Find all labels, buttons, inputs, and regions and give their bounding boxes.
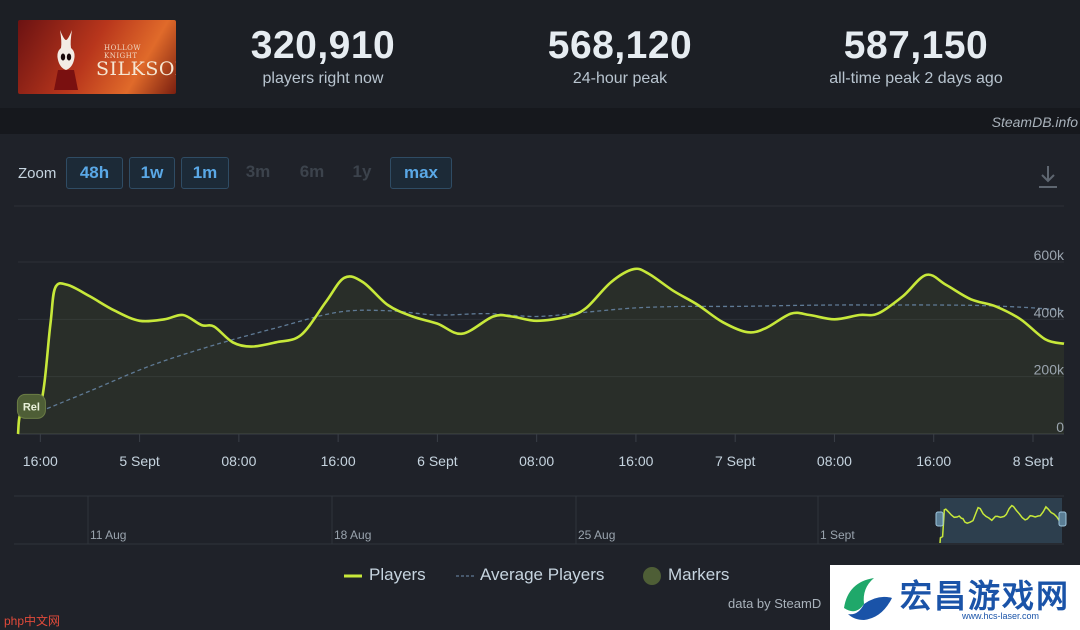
x-tick-label: 6 Sept: [417, 453, 458, 469]
zoom-6m-button: 6m: [299, 162, 325, 181]
navigator-players-line: [939, 504, 1063, 544]
stat-value: 568,120: [547, 24, 693, 67]
zoom-max-button[interactable]: max: [390, 157, 452, 189]
legend-players[interactable]: Players: [369, 565, 426, 584]
stat-label: 24-hour peak: [572, 70, 668, 87]
y-tick-label: 0: [1056, 419, 1064, 435]
x-tick-label: 7 Sept: [715, 453, 756, 469]
stat-all-time-peak: 587,150 all-time peak 2 days ago: [786, 26, 1046, 88]
legend-markers-swatch: [643, 567, 661, 585]
data-credit[interactable]: data by SteamD: [728, 596, 822, 611]
release-marker: [16, 393, 46, 419]
legend-markers[interactable]: Markers: [668, 565, 730, 584]
navigator-right-handle: [1058, 511, 1067, 527]
y-tick-label: 600k: [1034, 247, 1065, 263]
legend-average-players[interactable]: Average Players: [480, 565, 605, 584]
watermark-title: 宏昌游戏网: [900, 578, 1071, 614]
release-marker-label: Rel: [23, 401, 40, 413]
navigator-label: 18 Aug: [334, 528, 371, 542]
y-tick-label: 400k: [1034, 304, 1065, 320]
knight-icon: [54, 30, 78, 90]
stat-label: all-time peak 2 days ago: [829, 70, 1003, 87]
stat-24h-peak: 568,120 24-hour peak: [490, 26, 750, 88]
zoom-3m-button: 3m: [245, 162, 271, 181]
watermark-url: www.hcs-laser.com: [962, 611, 1040, 621]
x-tick-label: 08:00: [817, 453, 852, 469]
x-tick-label: 16:00: [321, 453, 356, 469]
players-line: [16, 267, 1065, 435]
navigator-label: 1 Sept: [820, 528, 855, 542]
players-area: [18, 268, 1064, 434]
x-tick-label: 08:00: [221, 453, 256, 469]
watermark-logo-icon: [844, 578, 892, 620]
download-icon[interactable]: [1036, 164, 1060, 190]
x-tick-label: 16:00: [618, 453, 653, 469]
navigator-left-handle: [935, 511, 944, 527]
zoom-1m-button[interactable]: 1m: [181, 157, 229, 189]
navigator-label: 25 Aug: [578, 528, 615, 542]
stats-header: [0, 0, 1080, 108]
zoom-label: Zoom: [18, 165, 57, 182]
logo-title: SILKSONG: [96, 58, 176, 80]
x-tick-label: 16:00: [23, 453, 58, 469]
zoom-1y-button: 1y: [352, 162, 372, 181]
zoom-1w-button[interactable]: 1w: [129, 157, 175, 189]
logo-subtitle: HOLLOW KNIGHT: [104, 44, 142, 60]
game-logo[interactable]: HOLLOW KNIGHT SILKSONG: [18, 20, 176, 94]
zoom-48h-button[interactable]: 48h: [66, 157, 123, 189]
x-tick-label: 08:00: [519, 453, 554, 469]
stat-players-now: 320,910 players right now: [193, 26, 453, 88]
chart-panel: [0, 134, 1080, 630]
stat-label: players right now: [262, 70, 384, 87]
x-tick-label: 8 Sept: [1013, 453, 1054, 469]
stat-value: 587,150: [843, 24, 989, 67]
x-tick-label: 5 Sept: [119, 453, 160, 469]
steamdb-credit[interactable]: SteamDB.info: [991, 114, 1078, 130]
x-tick-label: 16:00: [916, 453, 951, 469]
navigator-label: 11 Aug: [90, 528, 126, 542]
watermark: 宏昌游戏网 www.hcs-laser.com: [830, 565, 1080, 630]
y-tick-label: 200k: [1034, 362, 1065, 378]
navigator-selection: [940, 498, 1062, 543]
php-watermark: php中文网: [4, 614, 61, 628]
stat-value: 320,910: [250, 24, 396, 67]
